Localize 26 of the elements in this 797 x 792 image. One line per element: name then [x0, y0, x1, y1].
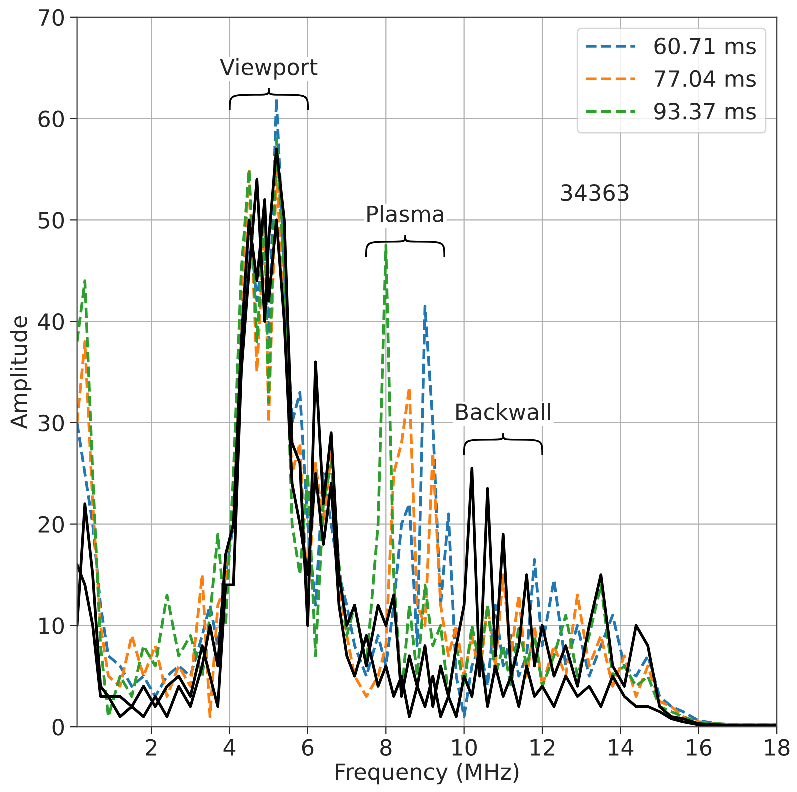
y-tick-label: 30	[38, 414, 64, 432]
x-tick-label: 18	[765, 739, 790, 756]
x-axis-title: Frequency (MHz)	[336, 763, 519, 785]
x-tick-label: 16	[687, 739, 712, 756]
y-tick-label: 40	[38, 314, 64, 330]
y-tick-label: 60	[38, 110, 64, 128]
legend-label: 93.37 ms	[654, 103, 756, 120]
y-tick-label: 0	[52, 719, 64, 736]
x-tick-label: 12	[530, 739, 554, 756]
x-tick-label: 4	[224, 740, 236, 756]
x-tick-label: 6	[302, 739, 314, 756]
annotation: 34363	[561, 184, 629, 202]
annotation: Plasma	[368, 205, 444, 222]
y-tick-label: 10	[40, 618, 64, 634]
legend-label: 77.04 ms	[654, 70, 756, 88]
y-axis-title: Amplitude	[10, 316, 32, 430]
annotation: Backwall	[456, 403, 550, 420]
x-tick-label: 10	[452, 739, 477, 756]
x-tick-label: 8	[380, 739, 392, 756]
y-tick-label: 70	[39, 9, 64, 26]
x-tick-label: 14	[609, 740, 634, 756]
x-tick-label: 2	[146, 739, 156, 756]
y-tick-label: 20	[38, 516, 64, 534]
y-tick-label: 50	[38, 212, 64, 229]
annotation: Viewport	[220, 58, 318, 80]
legend-label: 60.71 ms	[654, 38, 756, 55]
